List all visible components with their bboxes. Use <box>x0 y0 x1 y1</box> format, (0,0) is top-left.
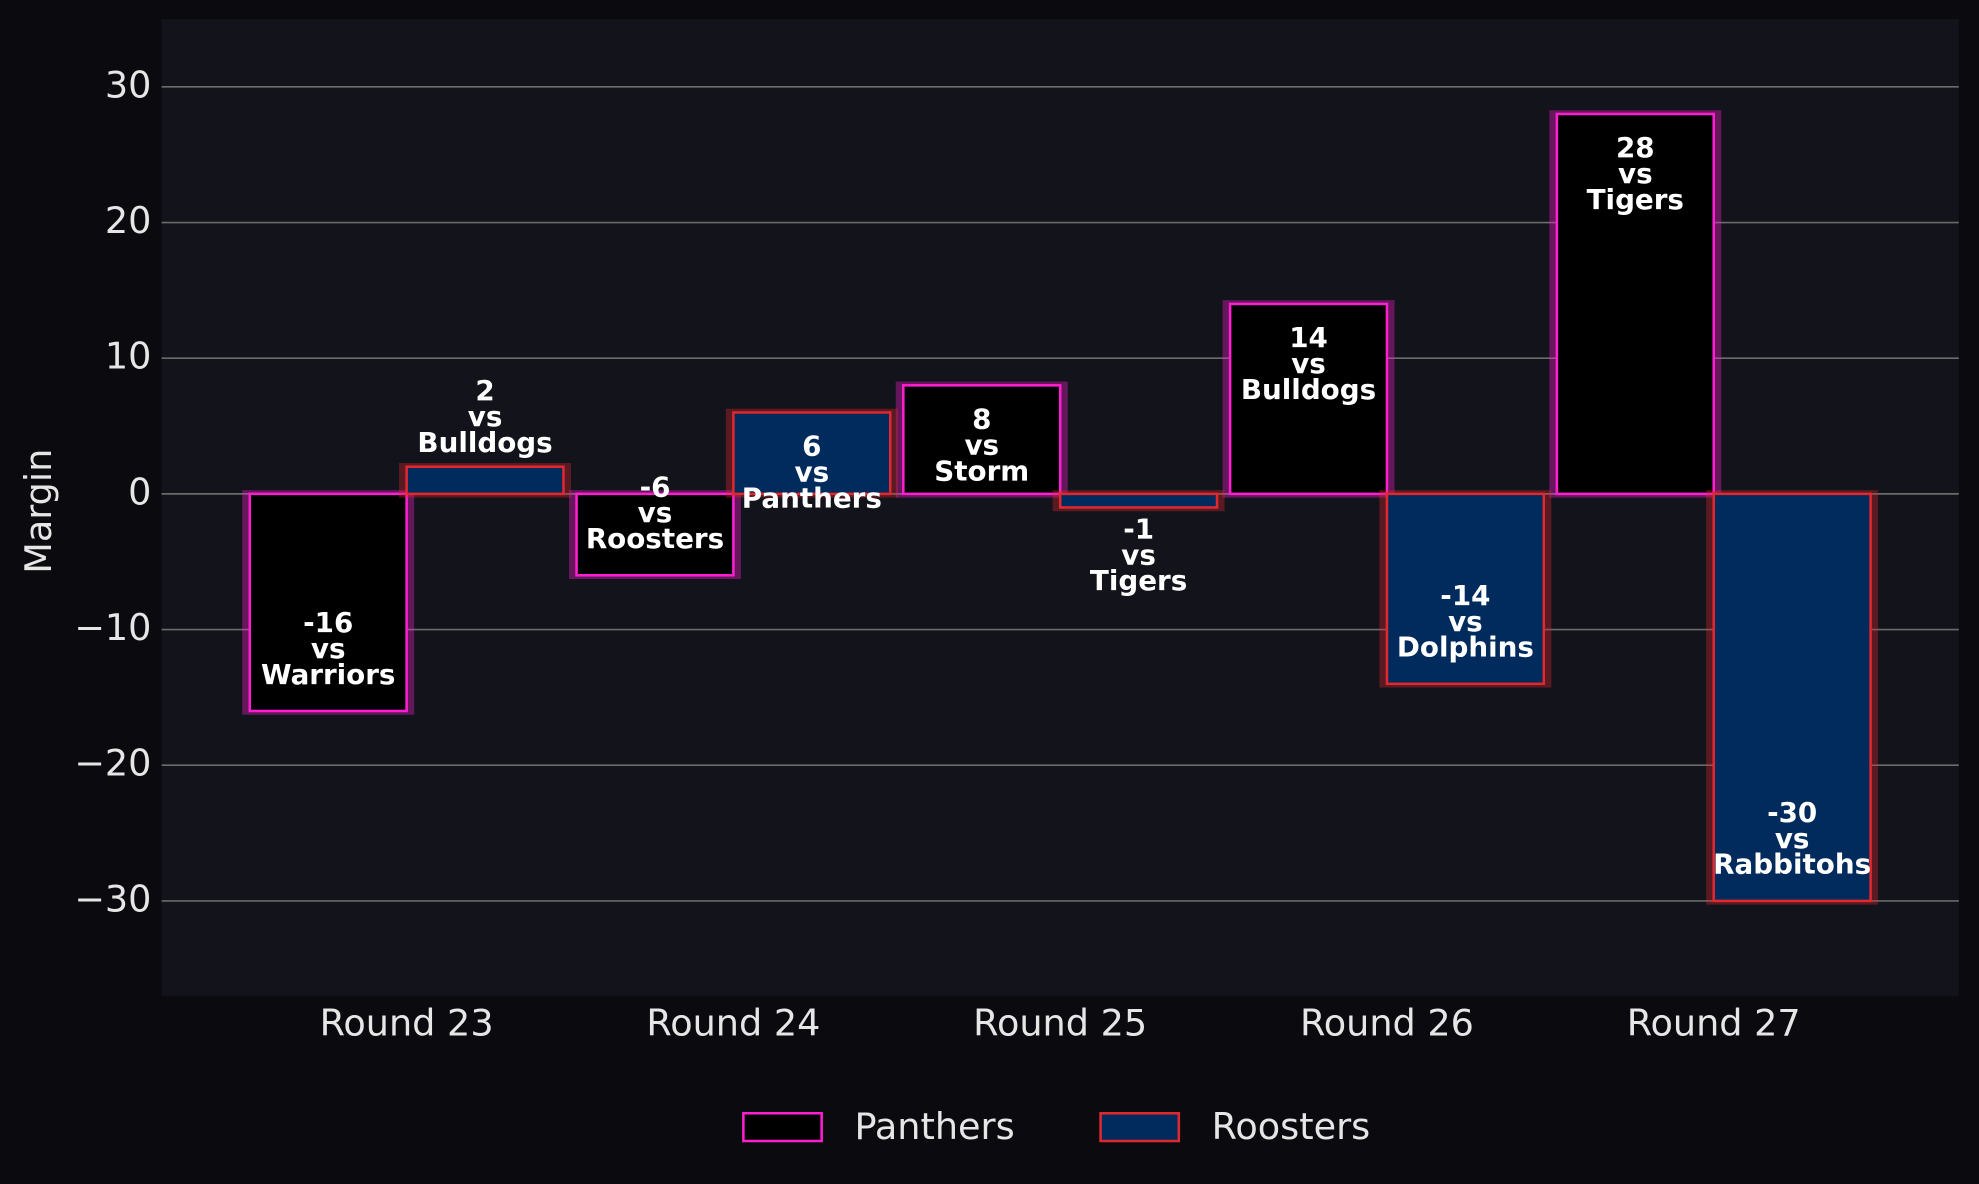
value-label: 28 vs Tigers <box>1587 131 1684 216</box>
value-label: 6 vs Panthers <box>742 430 882 515</box>
bar <box>1228 302 1389 496</box>
x-tick-label: Round 25 <box>973 1001 1147 1044</box>
legend-label: Roosters <box>1212 1105 1371 1148</box>
bar <box>1385 492 1546 686</box>
y-axis-label: Margin <box>17 449 60 574</box>
bar <box>1712 492 1872 903</box>
value-label: 14 vs Bulldogs <box>1241 321 1376 406</box>
y-tick-label: −10 <box>74 606 151 649</box>
x-tick-label: Round 24 <box>646 1001 820 1044</box>
bar <box>405 465 565 496</box>
y-tick-label: 0 <box>128 470 151 513</box>
value-label: -6 vs Roosters <box>586 470 724 555</box>
bar <box>575 492 735 577</box>
y-tick-label: −30 <box>74 877 151 920</box>
y-tick-label: 30 <box>105 63 152 106</box>
value-label: 2 vs Bulldogs <box>417 374 552 459</box>
bar <box>1058 492 1219 509</box>
y-tick-label: 20 <box>105 199 152 242</box>
value-label: -16 vs Warriors <box>261 606 396 691</box>
legend-swatch <box>1099 1111 1181 1143</box>
y-tick-label: 10 <box>105 335 152 378</box>
y-tick-label: −20 <box>74 742 151 785</box>
x-tick-label: Round 23 <box>320 1001 494 1044</box>
value-label: -1 vs Tigers <box>1090 512 1187 597</box>
x-tick-label: Round 26 <box>1300 1001 1474 1044</box>
bar <box>1555 112 1715 496</box>
value-label: 8 vs Storm <box>934 403 1029 488</box>
x-tick-label: Round 27 <box>1627 1001 1801 1044</box>
legend-swatch <box>742 1111 823 1143</box>
bar <box>248 492 408 713</box>
legend-label: Panthers <box>854 1105 1014 1148</box>
bar <box>902 384 1062 496</box>
bar <box>732 411 892 496</box>
value-label: -30 vs Rabbitohs <box>1713 796 1871 881</box>
value-label: -14 vs Dolphins <box>1397 579 1534 664</box>
